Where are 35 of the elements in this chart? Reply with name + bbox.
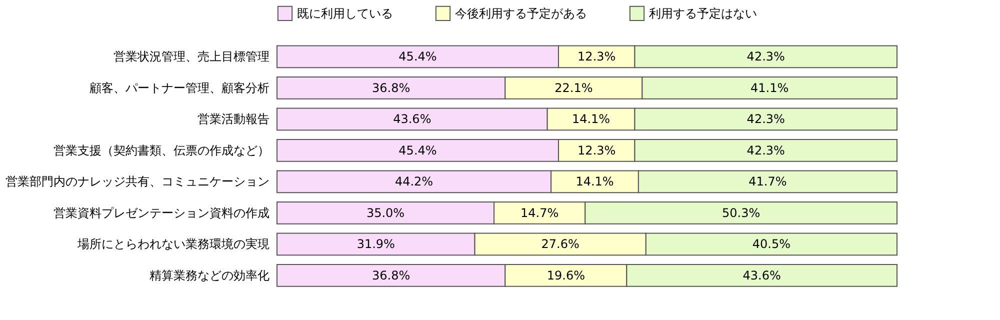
y-tick-label: 営業部門内のナレッジ共有、コミュニケーション (6, 174, 270, 189)
data-label: 44.2% (394, 174, 434, 189)
data-label: 12.3% (578, 50, 616, 64)
data-label: 42.3% (746, 50, 785, 64)
data-label: 12.3% (578, 143, 616, 158)
legend-label: 今後利用する予定がある (455, 6, 587, 20)
y-tick-label: 場所にとらわれない業務環境の実現 (76, 237, 270, 252)
data-label: 14.1% (576, 174, 614, 189)
data-label: 19.6% (546, 268, 585, 282)
data-label: 50.3% (722, 206, 760, 220)
data-label: 22.1% (554, 80, 593, 95)
data-label: 40.5% (752, 237, 791, 252)
y-tick-label: 営業状況管理、売上目標管理 (114, 50, 270, 64)
data-label: 14.7% (520, 206, 559, 220)
y-tick-label: 営業支援（契約書類、伝票の作成など） (54, 143, 270, 158)
data-label: 41.1% (750, 80, 789, 95)
data-label: 42.3% (746, 143, 785, 158)
legend-label: 既に利用している (297, 6, 393, 20)
legend-label: 利用する予定はない (649, 6, 757, 20)
data-label: 36.8% (372, 268, 410, 282)
data-label: 45.4% (398, 50, 437, 64)
data-label: 42.3% (746, 112, 785, 126)
data-label: 43.6% (742, 268, 781, 282)
y-tick-label: 営業活動報告 (198, 112, 270, 126)
y-tick-label: 顧客、パートナー管理、顧客分析 (90, 80, 270, 95)
data-label: 31.9% (356, 237, 395, 252)
data-label: 27.6% (541, 237, 580, 252)
data-label: 14.1% (572, 112, 610, 126)
data-label: 35.0% (366, 206, 405, 220)
data-label: 43.6% (393, 112, 432, 126)
data-label: 45.4% (398, 143, 437, 158)
y-tick-label: 営業資料プレゼンテーション資料の作成 (54, 206, 270, 220)
data-label: 41.7% (748, 174, 787, 189)
y-tick-label: 精算業務などの効率化 (150, 268, 270, 282)
data-label: 36.8% (372, 80, 410, 95)
